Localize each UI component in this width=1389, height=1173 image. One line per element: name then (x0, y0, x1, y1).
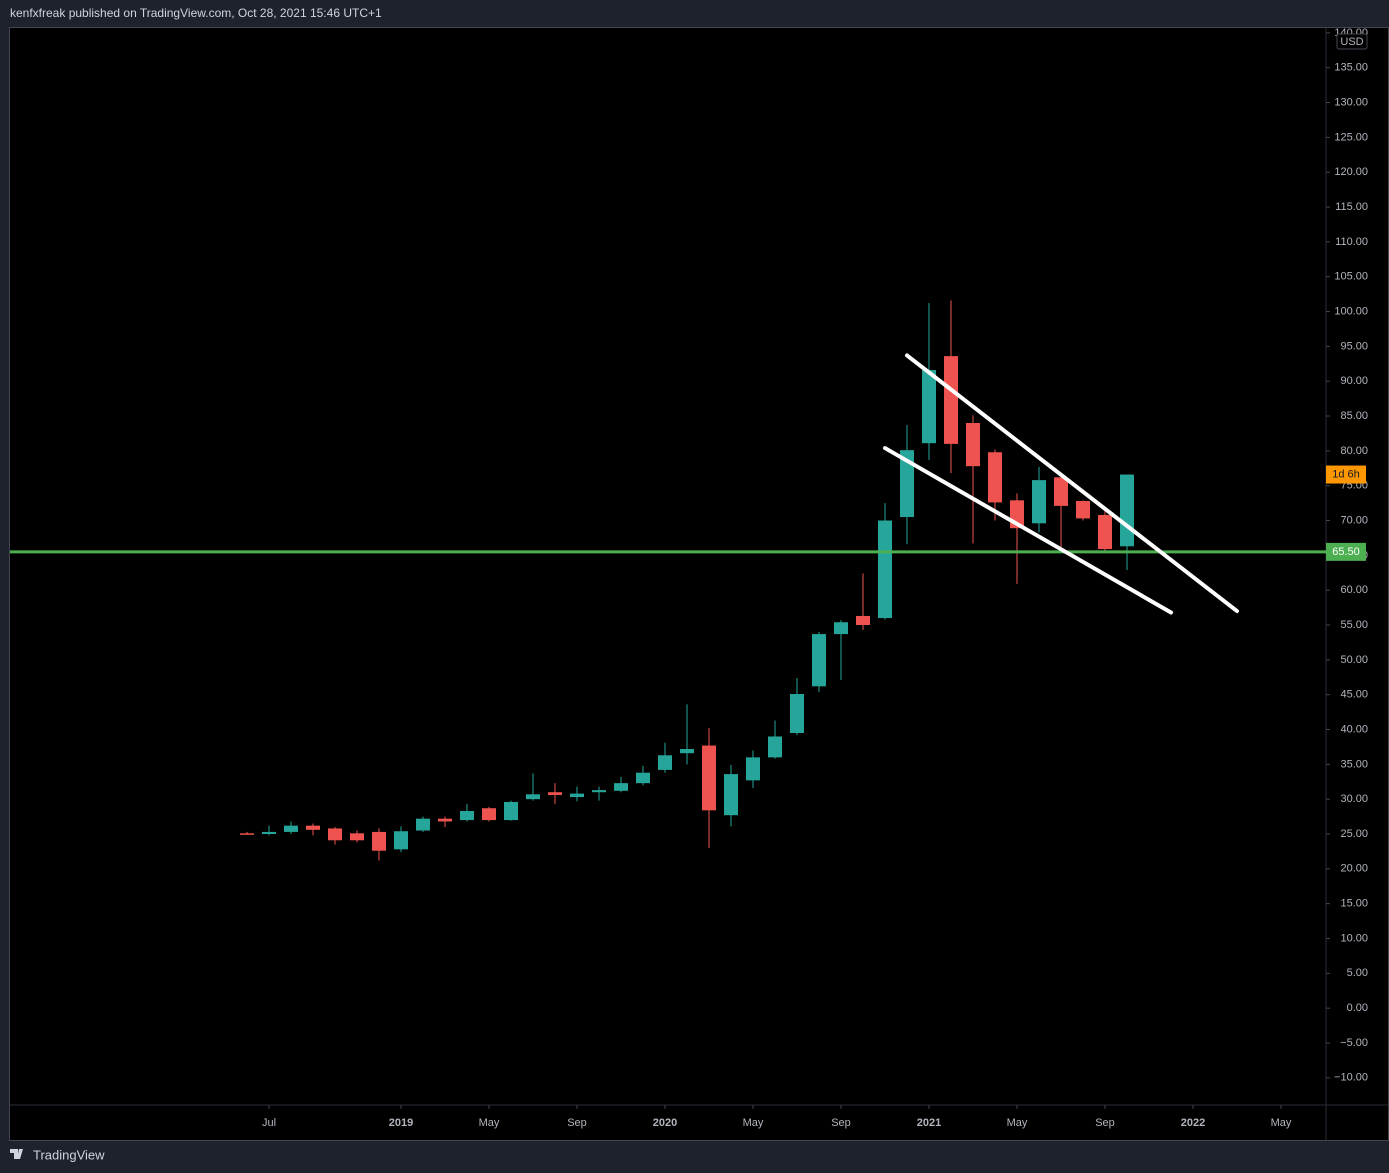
y-tick-label: 0.00 (1347, 1002, 1368, 1014)
x-tick-label: Sep (831, 1117, 851, 1129)
candle-body (1120, 474, 1134, 547)
candle-body (1054, 477, 1068, 506)
candle-body (658, 755, 672, 770)
candle-body (988, 452, 1002, 503)
x-tick-label: May (479, 1117, 500, 1129)
y-tick-label: 80.00 (1340, 445, 1368, 457)
y-tick-label: 30.00 (1340, 793, 1368, 805)
y-tick-label: 100.00 (1334, 305, 1368, 317)
x-tick-label: May (743, 1117, 764, 1129)
y-tick-label: 45.00 (1340, 689, 1368, 701)
y-tick-label: 125.00 (1334, 131, 1368, 143)
level-label-bg (1326, 542, 1366, 561)
currency-badge (1336, 33, 1368, 50)
y-tick-label: 85.00 (1340, 410, 1368, 422)
y-tick-label: 35.00 (1340, 758, 1368, 770)
candle-body (328, 828, 342, 841)
y-tick-label: 90.00 (1340, 375, 1368, 387)
candle-body (306, 825, 320, 830)
candle-body (350, 833, 364, 841)
y-tick-label: 70.00 (1340, 514, 1368, 526)
brand: TradingView (33, 1147, 105, 1162)
candle-body (416, 818, 430, 831)
y-tick-label: 25.00 (1340, 828, 1368, 840)
x-tick-label: May (1271, 1117, 1292, 1129)
candle-body (614, 783, 628, 791)
candle-body (482, 808, 496, 821)
x-tick-label: Sep (1095, 1117, 1115, 1129)
y-tick-label: 95.00 (1340, 340, 1368, 352)
y-tick-label: 105.00 (1334, 271, 1368, 283)
candle-body (680, 749, 694, 754)
candle-body (922, 370, 936, 444)
time-axis (10, 1105, 1389, 1140)
candle-body (944, 356, 958, 444)
y-tick-label: 135.00 (1334, 62, 1368, 74)
candle-body (900, 450, 914, 518)
candle-body (460, 811, 474, 821)
candle-body (548, 792, 562, 795)
candle-body (790, 693, 804, 733)
candle-body (702, 745, 716, 811)
candle-body (284, 825, 298, 832)
y-tick-label: 40.00 (1340, 723, 1368, 735)
candle-body (724, 774, 738, 816)
y-tick-label: 55.00 (1340, 619, 1368, 631)
x-tick-label: 2021 (917, 1117, 941, 1129)
candle-body (1032, 480, 1046, 524)
countdown-label: 1d 6h (1332, 468, 1360, 480)
y-tick-label: 120.00 (1334, 166, 1368, 178)
y-tick-label: −5.00 (1340, 1037, 1368, 1049)
y-tick-label: 15.00 (1340, 898, 1368, 910)
header-text: kenfxfreak published on TradingView.com,… (10, 6, 382, 20)
countdown-bg (1326, 465, 1366, 484)
x-tick-label: Sep (567, 1117, 587, 1129)
candle-body (1076, 501, 1090, 519)
candle-body (636, 772, 650, 784)
candle-body (570, 793, 584, 798)
trendline (905, 353, 1239, 614)
candle-body (834, 622, 848, 635)
candle-body (1098, 514, 1112, 550)
y-tick-label: −10.00 (1334, 1072, 1368, 1084)
trendline (883, 446, 1173, 615)
candle-body (856, 615, 870, 626)
brand-logo (10, 1149, 23, 1159)
y-tick-label: 20.00 (1340, 863, 1368, 875)
currency-label: USD (1340, 36, 1363, 48)
y-tick-label: 115.00 (1335, 201, 1368, 213)
y-tick-label: 110.00 (1335, 236, 1368, 248)
candle-body (592, 790, 606, 793)
x-tick-label: 2020 (653, 1117, 677, 1129)
chart-pane (10, 28, 1326, 1105)
candle-body (240, 833, 254, 835)
candle-body (504, 801, 518, 821)
candle-body (878, 520, 892, 619)
candle-body (262, 831, 276, 835)
x-tick-label: Jul (262, 1117, 276, 1129)
candle-body (394, 831, 408, 850)
y-tick-label: 130.00 (1334, 96, 1368, 108)
level-label: 65.50 (1332, 546, 1360, 558)
x-tick-label: 2019 (389, 1117, 413, 1129)
price-axis (1326, 28, 1389, 1105)
candle-body (812, 634, 826, 687)
x-tick-label: 2022 (1181, 1117, 1205, 1129)
candle-body (746, 757, 760, 781)
candle-body (966, 422, 980, 467)
y-tick-label: 10.00 (1340, 932, 1368, 944)
candle-body (768, 736, 782, 758)
y-tick-label: 5.00 (1347, 967, 1368, 979)
y-tick-label: 60.00 (1340, 584, 1368, 596)
y-tick-label: 50.00 (1340, 654, 1368, 666)
candle-body (438, 818, 452, 822)
candle-body (372, 831, 386, 851)
candle-body (526, 794, 540, 800)
x-tick-label: May (1007, 1117, 1028, 1129)
